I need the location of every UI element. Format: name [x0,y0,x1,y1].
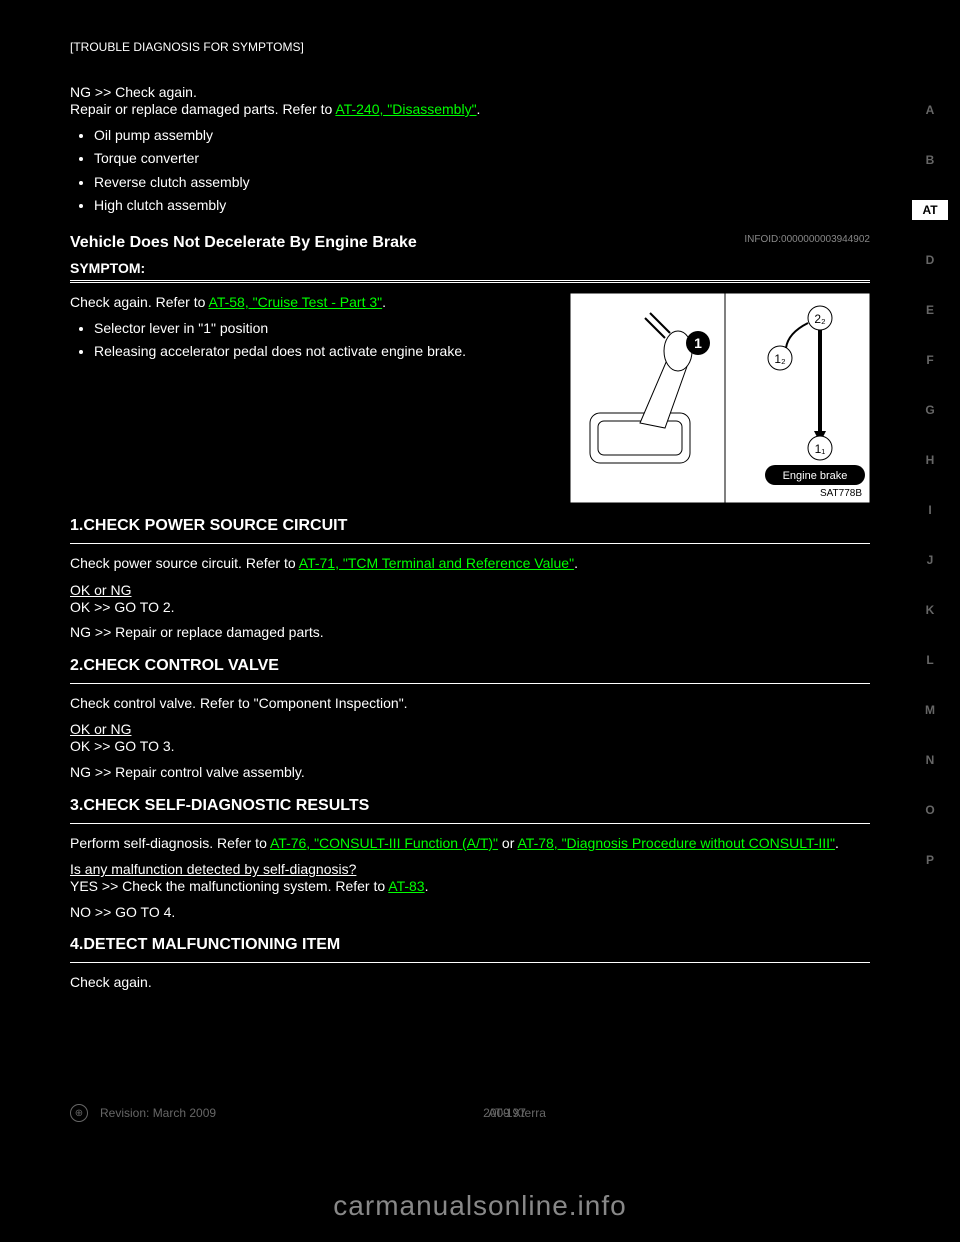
tab-f[interactable]: F [912,350,948,370]
footer-icon: ⊕ [70,1104,88,1122]
svg-text:1: 1 [694,335,702,351]
check1-question: OK or NG [70,582,870,598]
tab-k[interactable]: K [912,600,948,620]
check3-yes: YES [70,878,98,894]
check4-text: Check again. [70,973,870,993]
check2-title: 2.CHECK CONTROL VALVE [70,657,870,675]
figure-shifter: 1 2₂ 1₂ 1₁ Engine brake SAT778B [570,293,870,503]
tab-n[interactable]: N [912,750,948,770]
check2-question: OK or NG [70,721,870,737]
svg-text:Engine brake: Engine brake [783,470,848,482]
check2-text: Check control valve. Refer to "Component… [70,694,870,714]
symptom-list: Selector lever in "1" position Releasing … [70,319,554,362]
tab-i[interactable]: I [912,500,948,520]
check1-ng-action: Repair or replace damaged parts. [115,624,324,640]
tab-g[interactable]: G [912,400,948,420]
check2-ok-action: GO TO 3. [114,738,174,754]
figure-label: SAT778B [820,488,862,499]
result-ng: NG [70,84,91,100]
tab-e[interactable]: E [912,300,948,320]
check1-text: Check power source circuit. Refer to [70,555,299,571]
tab-m[interactable]: M [912,700,948,720]
check3-title: 3.CHECK SELF-DIAGNOSTIC RESULTS [70,797,870,815]
tab-b[interactable]: B [912,150,948,170]
check2-ng-action: Repair control valve assembly. [115,764,305,780]
symptom-label: SYMPTOM: [70,260,870,276]
page-header: [TROUBLE DIAGNOSIS FOR SYMPTOMS] [70,40,870,54]
link-diag-without-consult[interactable]: AT-78, "Diagnosis Procedure without CONS… [517,835,835,851]
list-item: Selector lever in "1" position [94,319,554,339]
tab-h[interactable]: H [912,450,948,470]
link-at83[interactable]: AT-83 [388,878,424,894]
svg-text:1₂: 1₂ [774,352,786,366]
check1-ng: NG [70,624,91,640]
check2-ok: OK [70,738,90,754]
check3-no: NO [70,904,91,920]
side-tabs: A B AT D E F G H I J K L M N O P [912,100,948,870]
info-id: INFOID:0000000003944902 [744,234,870,245]
check2-ng: NG [70,764,91,780]
repair-text: Repair or replace damaged parts. Refer t… [70,101,335,117]
list-item: Reverse clutch assembly [94,173,870,193]
check4-title: 4.DETECT MALFUNCTIONING ITEM [70,936,870,954]
tab-a[interactable]: A [912,100,948,120]
list-item: Releasing accelerator pedal does not act… [94,342,554,362]
link-cruise-test[interactable]: AT-58, "Cruise Test - Part 3" [209,294,383,310]
section-title: Vehicle Does Not Decelerate By Engine Br… [70,234,417,251]
list-item: High clutch assembly [94,196,870,216]
tab-d[interactable]: D [912,250,948,270]
tab-p[interactable]: P [912,850,948,870]
list-item: Torque converter [94,149,870,169]
check3-text1: Perform self-diagnosis. Refer to [70,835,270,851]
watermark: carmanualsonline.info [333,1190,626,1222]
svg-text:2₂: 2₂ [814,312,826,326]
check3-question: Is any malfunction detected by self-diag… [70,861,870,877]
list-item: Oil pump assembly [94,126,870,146]
check3-no-action: GO TO 4. [115,904,175,920]
check1-ok: OK [70,599,90,615]
tab-at[interactable]: AT [912,200,948,220]
tab-j[interactable]: J [912,550,948,570]
link-consult[interactable]: AT-76, "CONSULT-III Function (A/T)" [270,835,498,851]
page-footer: ⊕ Revision: March 2009 AT-197 2009 Xterr… [70,1104,526,1122]
tab-l[interactable]: L [912,650,948,670]
check1-title: 1.CHECK POWER SOURCE CIRCUIT [70,517,870,535]
check3-yes-action1: Check the malfunctioning system. Refer t… [122,878,388,894]
check1-ok-action: GO TO 2. [114,599,174,615]
parts-list: Oil pump assembly Torque converter Reverse… [70,126,870,216]
symptom-lead: Check again. Refer to [70,294,209,310]
svg-text:1₁: 1₁ [815,442,826,456]
tab-o[interactable]: O [912,800,948,820]
revision: Revision: March 2009 [100,1106,216,1120]
link-disassembly[interactable]: AT-240, "Disassembly" [335,101,476,117]
ng-action: Check again. [115,84,197,100]
link-tcm-terminal[interactable]: AT-71, "TCM Terminal and Reference Value… [299,555,574,571]
model: 2009 Xterra [483,1106,546,1120]
